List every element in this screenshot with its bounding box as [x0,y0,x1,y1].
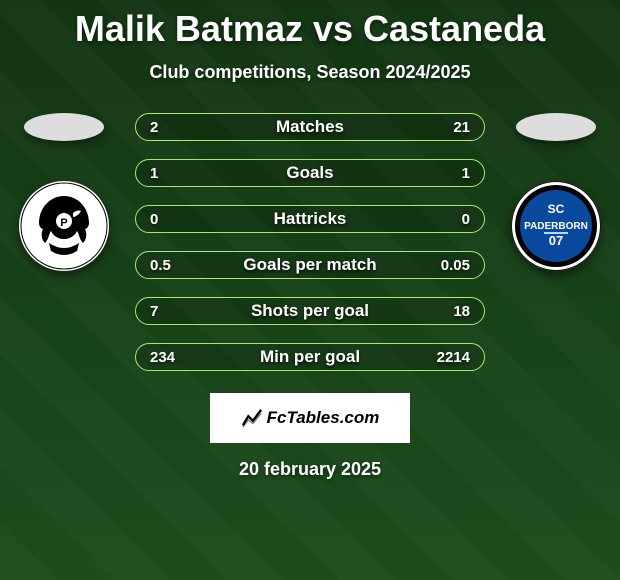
stat-label: Min per goal [260,347,360,367]
comparison-panel: P 2 Matches 21 1 Goals 1 0 Hattricks 0 0… [0,113,620,371]
right-club-badge: SC PADERBORN 07 [511,181,601,271]
stat-label: Hattricks [274,209,347,229]
eagle-icon: P [19,181,109,271]
right-player-avatar [516,113,596,141]
svg-text:P: P [60,217,67,229]
paderborn-icon: SC PADERBORN 07 [511,181,601,271]
page-subtitle: Club competitions, Season 2024/2025 [0,62,620,83]
stat-right-value: 1 [430,165,470,182]
stat-right-value: 0 [430,211,470,228]
stat-row-mpg: 234 Min per goal 2214 [135,343,485,371]
right-player-col: SC PADERBORN 07 [501,113,611,271]
left-player-avatar [24,113,104,141]
stat-left-value: 0.5 [150,257,190,274]
left-club-badge: P [19,181,109,271]
svg-text:SC: SC [548,202,565,216]
stat-left-value: 2 [150,119,190,136]
stat-left-value: 7 [150,303,190,320]
svg-text:PADERBORN: PADERBORN [524,221,588,232]
stat-row-hattricks: 0 Hattricks 0 [135,205,485,233]
stat-row-gpm: 0.5 Goals per match 0.05 [135,251,485,279]
stat-left-value: 0 [150,211,190,228]
left-player-col: P [9,113,119,271]
stat-row-matches: 2 Matches 21 [135,113,485,141]
stat-row-goals: 1 Goals 1 [135,159,485,187]
stat-label: Shots per goal [251,301,369,321]
stat-right-value: 0.05 [430,257,470,274]
stat-left-value: 234 [150,349,190,366]
stat-row-spg: 7 Shots per goal 18 [135,297,485,325]
footer-date: 20 february 2025 [0,459,620,480]
stat-right-value: 2214 [430,349,470,366]
svg-text:07: 07 [549,233,563,248]
stat-left-value: 1 [150,165,190,182]
page-title: Malik Batmaz vs Castaneda [0,0,620,50]
stats-column: 2 Matches 21 1 Goals 1 0 Hattricks 0 0.5… [135,113,485,371]
watermark-box: FcTables.com [210,393,410,443]
stat-label: Goals per match [243,255,376,275]
stat-right-value: 21 [430,119,470,136]
stat-label: Goals [286,163,333,183]
watermark-text: FcTables.com [267,408,380,428]
stat-label: Matches [276,117,344,137]
chart-icon [241,407,263,429]
stat-right-value: 18 [430,303,470,320]
